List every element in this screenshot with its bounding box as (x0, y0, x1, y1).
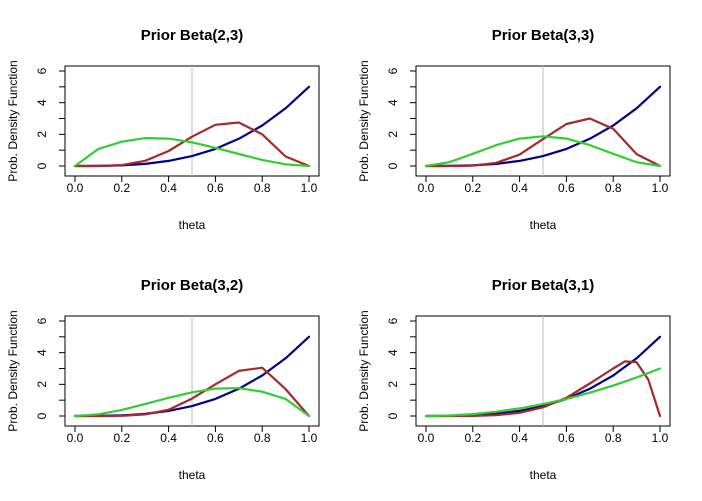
x-axis-label: theta (530, 468, 557, 482)
x-tick-label: 1.0 (652, 181, 669, 195)
x-tick-label: 0.4 (511, 431, 528, 445)
x-tick-label: 1.0 (301, 431, 318, 445)
y-tick-label: 2 (35, 381, 49, 388)
series-line-3 (73, 387, 311, 418)
x-axis-label: theta (530, 218, 557, 232)
x-tick-label: 0.2 (113, 181, 130, 195)
x-tick-label: 0.6 (207, 181, 224, 195)
x-tick-label: 1.0 (652, 431, 669, 445)
y-tick-label: 2 (386, 381, 400, 388)
series-line-3 (73, 137, 311, 168)
x-tick-label: 0.6 (207, 431, 224, 445)
chart-title: Prior Beta(3,1) (492, 277, 595, 294)
x-tick-label: 1.0 (301, 181, 318, 195)
x-tick-label: 0.8 (605, 431, 622, 445)
y-tick-label: 0 (386, 162, 400, 169)
x-axis-label: theta (179, 468, 206, 482)
y-tick-label: 0 (35, 412, 49, 419)
chart-panel-1: Prior Beta(2,3) 0.0 0.2 0.4 0.6 0.8 1.0 0 2 4 6 the… (6, 27, 320, 232)
x-tick-label: 0.8 (254, 181, 271, 195)
chart-panel-3: Prior Beta(3,2) 0.0 0.2 0.4 0.6 0.8 1.0 0 2 4 6 the… (6, 277, 320, 482)
x-tick-label: 0.2 (464, 431, 481, 445)
y-tick-label: 6 (35, 317, 49, 324)
x-tick-label: 0.8 (605, 181, 622, 195)
x-tick-label: 0.8 (254, 431, 271, 445)
y-axis-label: Prob. Density Function (6, 60, 20, 181)
series-line-2 (73, 121, 311, 168)
chart-panel-4: Prior Beta(3,1) 0.0 0.2 0.4 0.6 0.8 1.0 0 2 4 6 the… (357, 277, 671, 482)
series-line-2 (73, 366, 311, 418)
series-line-3 (424, 367, 662, 418)
x-tick-label: 0.4 (511, 181, 528, 195)
x-tick-label: 0.0 (67, 431, 84, 445)
chart-title: Prior Beta(3,2) (141, 277, 244, 294)
y-tick-label: 6 (386, 67, 400, 74)
y-tick-label: 6 (35, 67, 49, 74)
y-tick-label: 4 (386, 99, 400, 106)
x-tick-label: 0.4 (160, 181, 177, 195)
chart-title: Prior Beta(2,3) (141, 27, 244, 44)
x-axis-label: theta (179, 218, 206, 232)
y-axis-label: Prob. Density Function (6, 310, 20, 431)
y-tick-label: 4 (386, 349, 400, 356)
x-tick-label: 0.0 (418, 181, 435, 195)
x-tick-label: 0.0 (418, 431, 435, 445)
x-tick-label: 0.6 (558, 181, 575, 195)
y-axis-label: Prob. Density Function (357, 60, 371, 181)
x-tick-label: 0.2 (113, 431, 130, 445)
chart-panel-2: Prior Beta(3,3) 0.0 0.2 0.4 0.6 0.8 1.0 0 2 4 6 the… (357, 27, 671, 232)
y-tick-label: 4 (35, 99, 49, 106)
chart-title: Prior Beta(3,3) (492, 27, 595, 44)
y-tick-label: 2 (386, 131, 400, 138)
y-tick-label: 6 (386, 317, 400, 324)
series-line-2 (424, 117, 662, 168)
y-axis-label: Prob. Density Function (357, 310, 371, 431)
x-tick-label: 0.4 (160, 431, 177, 445)
y-tick-label: 0 (386, 412, 400, 419)
x-tick-label: 0.0 (67, 181, 84, 195)
x-tick-label: 0.2 (464, 181, 481, 195)
series-line-3 (424, 135, 662, 168)
y-tick-label: 4 (35, 349, 49, 356)
y-tick-label: 0 (35, 162, 49, 169)
x-tick-label: 0.6 (558, 431, 575, 445)
y-tick-label: 2 (35, 131, 49, 138)
